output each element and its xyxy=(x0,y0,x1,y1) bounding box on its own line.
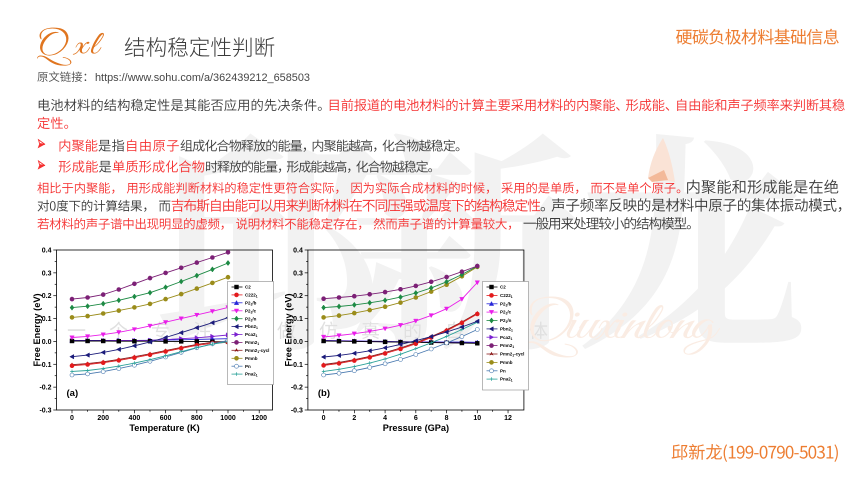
svg-text:P21/c: P21/c xyxy=(500,310,512,316)
svg-text:P21/c: P21/c xyxy=(245,308,257,314)
svg-text:-0.1: -0.1 xyxy=(291,362,303,369)
svg-text:200: 200 xyxy=(97,415,109,422)
svg-text:1200: 1200 xyxy=(251,415,267,422)
svg-text:6: 6 xyxy=(414,415,418,422)
svg-text:0: 0 xyxy=(70,415,74,422)
svg-text:Pmn21-cycl: Pmn21-cycl xyxy=(245,348,269,354)
svg-text:-0.1: -0.1 xyxy=(39,362,51,369)
svg-text:C2: C2 xyxy=(245,285,251,290)
svg-text:Pna21: Pna21 xyxy=(500,377,513,383)
svg-text:0.2: 0.2 xyxy=(42,293,52,300)
svg-text:https://www.sohu.com/a/3624392: https://www.sohu.com/a/362439212_658503 xyxy=(95,72,310,84)
svg-text:P21/n: P21/n xyxy=(500,318,512,324)
svg-text:600: 600 xyxy=(160,415,172,422)
svg-text:-0.3: -0.3 xyxy=(291,408,303,415)
svg-text:400: 400 xyxy=(129,415,141,422)
svg-text:(a): (a) xyxy=(67,388,79,399)
svg-text:Pn: Pn xyxy=(500,368,506,373)
svg-text:0.0: 0.0 xyxy=(293,339,303,346)
svg-text:P21/b: P21/b xyxy=(500,301,512,307)
svg-text:Pna21: Pna21 xyxy=(245,372,258,378)
svg-text:P21/n: P21/n xyxy=(245,316,257,322)
svg-text:0.3: 0.3 xyxy=(293,270,303,277)
svg-text:Pmn21: Pmn21 xyxy=(245,340,259,346)
svg-text:4: 4 xyxy=(383,415,387,422)
svg-text:1000: 1000 xyxy=(220,415,236,422)
svg-text:-0.2: -0.2 xyxy=(39,385,51,392)
svg-text:0.2: 0.2 xyxy=(293,293,303,300)
svg-text:800: 800 xyxy=(191,415,203,422)
svg-text:Pca21: Pca21 xyxy=(245,332,258,338)
svg-text:Pbn21: Pbn21 xyxy=(500,327,513,333)
svg-text:Free Energy (eV): Free Energy (eV) xyxy=(283,293,293,366)
svg-text:Pca21: Pca21 xyxy=(500,335,513,341)
svg-text:Pn: Pn xyxy=(245,364,251,369)
svg-text:2: 2 xyxy=(352,415,356,422)
svg-text:Temperature (K): Temperature (K) xyxy=(129,423,199,433)
svg-text:C2: C2 xyxy=(500,285,506,290)
svg-text:8: 8 xyxy=(445,415,449,422)
svg-text:0.3: 0.3 xyxy=(42,270,52,277)
svg-text:Pmnb: Pmnb xyxy=(245,356,258,361)
svg-text:-0.3: -0.3 xyxy=(39,408,51,415)
svg-text:(b): (b) xyxy=(318,388,330,399)
svg-text:Pressure (GPa): Pressure (GPa) xyxy=(383,423,449,433)
svg-text:P21/b: P21/b xyxy=(245,300,257,306)
svg-text:0.1: 0.1 xyxy=(42,316,52,323)
svg-text:-0.2: -0.2 xyxy=(291,385,303,392)
svg-text:Pmn21-cycl: Pmn21-cycl xyxy=(500,352,524,358)
svg-text:0.1: 0.1 xyxy=(293,316,303,323)
svg-text:Pmnb: Pmnb xyxy=(500,360,513,365)
svg-text:10: 10 xyxy=(473,415,481,422)
svg-text:0.0: 0.0 xyxy=(42,339,52,346)
svg-text:C2221: C2221 xyxy=(500,293,513,299)
svg-text:Pmn21: Pmn21 xyxy=(500,343,514,349)
svg-text:0: 0 xyxy=(322,415,326,422)
svg-text:Pbn21: Pbn21 xyxy=(245,324,258,330)
svg-text:12: 12 xyxy=(504,415,512,422)
svg-text:0.4: 0.4 xyxy=(293,248,303,255)
svg-text:C2221: C2221 xyxy=(245,293,258,299)
svg-text:0.4: 0.4 xyxy=(42,248,52,255)
svg-text:Free Energy (eV): Free Energy (eV) xyxy=(32,293,42,366)
